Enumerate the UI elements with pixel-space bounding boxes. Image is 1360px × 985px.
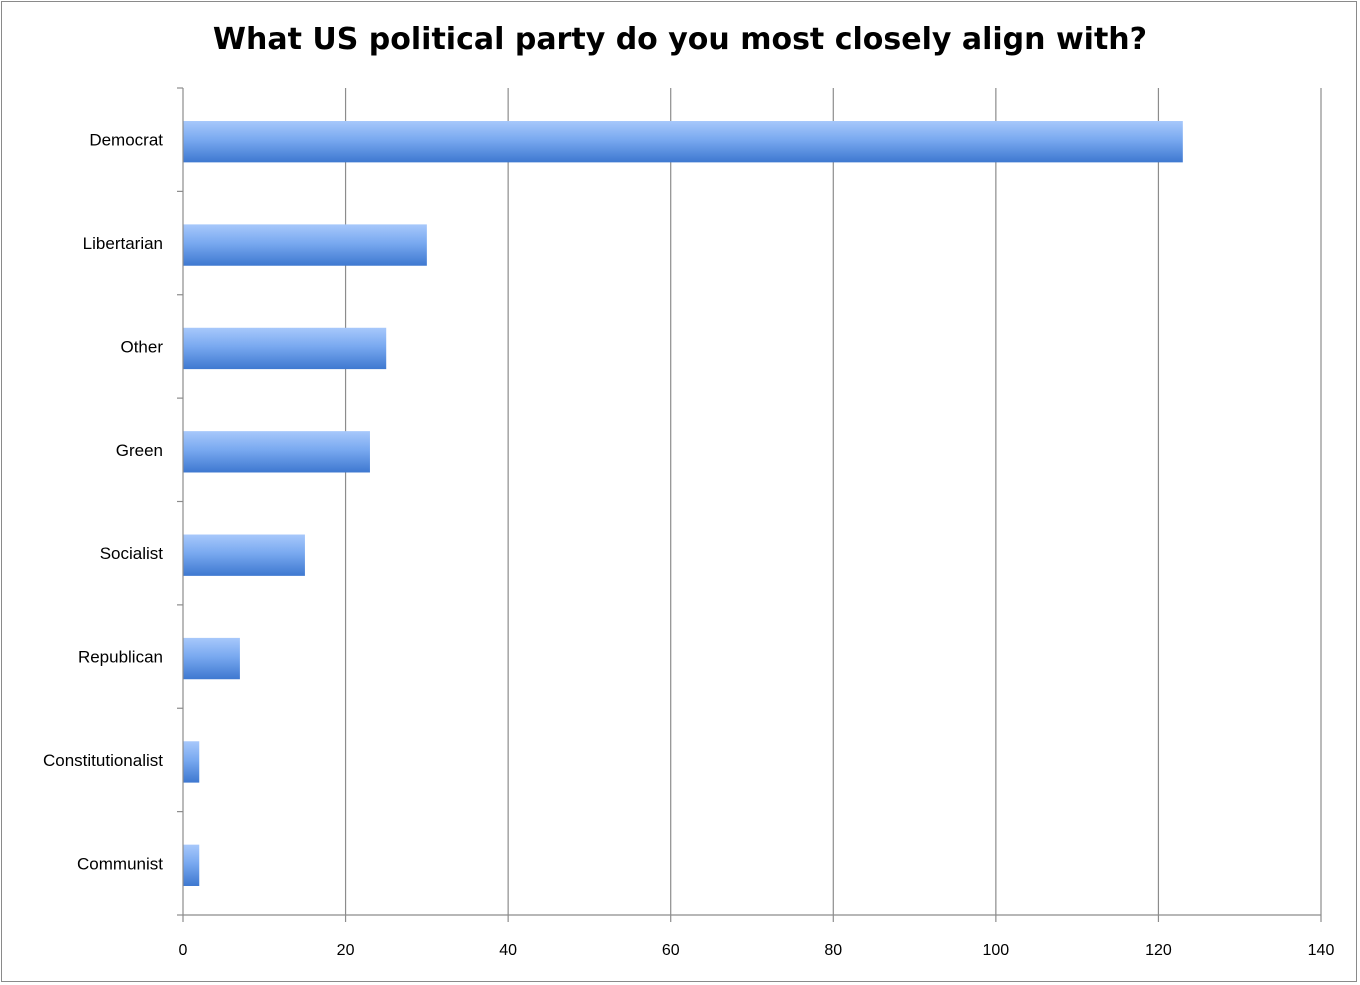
category-label: Green bbox=[116, 441, 163, 460]
x-tick-label: 120 bbox=[1145, 942, 1172, 959]
x-tick-label: 80 bbox=[824, 942, 842, 959]
bar-socialist bbox=[183, 534, 305, 576]
category-label: Other bbox=[120, 337, 163, 356]
bar-communist bbox=[183, 844, 200, 886]
category-label: Socialist bbox=[100, 544, 164, 563]
x-tick-label: 40 bbox=[499, 942, 517, 959]
gridlines bbox=[344, 88, 1322, 915]
bar-democrat bbox=[183, 121, 1183, 163]
x-tick-label: 100 bbox=[983, 942, 1010, 959]
category-label: Democrat bbox=[89, 131, 163, 150]
x-tick-label: 20 bbox=[337, 942, 355, 959]
axes bbox=[177, 87, 1322, 922]
bar-libertarian bbox=[183, 224, 427, 266]
category-label: Constitutionalist bbox=[43, 751, 163, 770]
x-tick-label: 60 bbox=[662, 942, 680, 959]
bar-constitutionalist bbox=[183, 741, 200, 783]
bar-green bbox=[183, 431, 370, 473]
labels: 0 20 40 60 80 100 120 140 Democrat Libertarian Oth… bbox=[43, 131, 1334, 959]
category-label: Libertarian bbox=[83, 234, 163, 253]
bar-other bbox=[183, 327, 387, 370]
category-label: Communist bbox=[77, 854, 163, 873]
bar-republican bbox=[183, 637, 240, 680]
category-label: Republican bbox=[78, 648, 163, 667]
bars bbox=[183, 121, 1183, 886]
x-tick-label: 0 bbox=[179, 942, 188, 959]
chart-title: What US political party do you most clos… bbox=[212, 22, 1148, 57]
x-tick-label: 140 bbox=[1308, 942, 1335, 959]
